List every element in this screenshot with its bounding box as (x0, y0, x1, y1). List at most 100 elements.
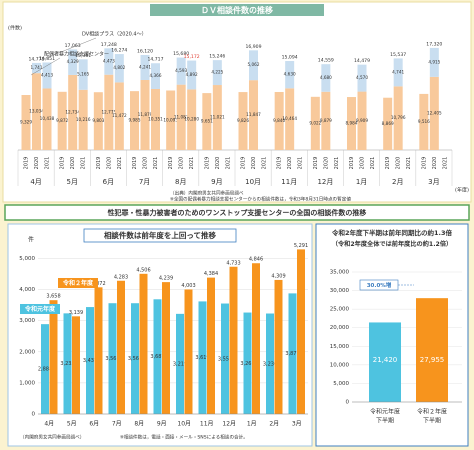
value-label: 3,561 (105, 356, 119, 362)
value-label: 3,139 (69, 310, 83, 316)
chart-title: 相談件数は前年度を上回って推移 (104, 230, 217, 240)
bar-segment (32, 73, 41, 150)
value-label: 10,093 (163, 117, 178, 122)
bar-segment (78, 89, 88, 150)
value-label: 9,329 (20, 120, 32, 125)
annotation-leader (40, 37, 97, 61)
x-tick-label: 10月 (177, 421, 191, 428)
bar-segment (321, 91, 331, 150)
value-label: 4,384 (204, 271, 218, 277)
bar-segment (393, 58, 403, 87)
note: （出典）内閣府男女共同参画局調べ (170, 190, 244, 197)
year-label: 2020 (179, 157, 185, 170)
legend-label: 令和元年度 (24, 305, 56, 313)
bar (221, 303, 229, 414)
total-label: 17,320 (426, 41, 442, 47)
bar-segment (347, 97, 356, 150)
bar-segment (393, 86, 403, 150)
bar (139, 273, 148, 414)
value-label: 12,775 (102, 109, 117, 114)
year-label: 2021 (406, 157, 412, 170)
x-axis-label: (年度) (455, 187, 469, 194)
value-label: 5,291 (294, 243, 308, 249)
bar (266, 313, 274, 414)
value-label: 10,438 (40, 116, 55, 121)
bar-segment (176, 84, 186, 150)
y-tick-label: 0 (32, 412, 36, 418)
value-label: 9,651 (201, 119, 213, 124)
total-label: 15,680 (173, 51, 189, 57)
value-label: 9,879 (320, 118, 332, 123)
note: ※全国の配偶者暴力相談支援センターからの相談件数は，令和3年8月31日時点の暫定… (170, 196, 351, 203)
year-label: 2020 (396, 157, 402, 170)
x-tick-label: 5月 (67, 178, 78, 186)
year-label: 2021 (442, 157, 448, 170)
total-label: 15,172 (184, 54, 200, 60)
total-label: 16,274 (111, 48, 127, 54)
y-tick-label: 30,000 (330, 288, 350, 294)
total-label: 15,537 (390, 52, 406, 58)
bar (108, 303, 117, 414)
bar (94, 287, 103, 414)
note: ※相談件数は，電話・面接・メール・SNSによる相談の合計。 (120, 434, 248, 441)
year-label: 2019 (204, 157, 210, 170)
value-label: 4,593 (175, 68, 187, 73)
bar-segment (419, 93, 429, 150)
value-label: 4,225 (211, 70, 223, 75)
year-label: 2020 (70, 157, 76, 170)
bar-segment (21, 95, 31, 150)
bar (416, 298, 448, 402)
bar-segment (187, 60, 197, 90)
bar-segment (114, 82, 124, 150)
total-label: 14,559 (318, 58, 334, 64)
value-label: 4,413 (41, 72, 53, 77)
bar-segment (249, 50, 258, 81)
x-tick-label: 11月 (281, 178, 297, 186)
y-tick-label: 25,000 (330, 307, 350, 313)
year-label: 2020 (215, 157, 221, 170)
value-label: 3,219 (173, 361, 187, 367)
total-label: 15,246 (209, 54, 225, 60)
y-tick-label: 15,000 (330, 344, 350, 350)
bar-segment (151, 63, 160, 89)
y-tick-label: 20,000 (330, 325, 350, 331)
year-label: 2020 (323, 157, 329, 170)
bar-segment (212, 60, 222, 86)
total-label: 16,120 (137, 48, 153, 54)
y-tick-label: 5,000 (19, 256, 35, 262)
value-label: 10,464 (282, 116, 297, 121)
value-label: 9,516 (418, 119, 430, 124)
value-label: 4,741 (392, 69, 404, 74)
bar-segment (274, 91, 284, 150)
x-tick-label: 6月 (89, 421, 99, 428)
value-label: 3,235 (60, 361, 74, 367)
value-label: 4,283 (114, 274, 128, 280)
x-tick-label: 2月 (269, 421, 279, 428)
bar-segment (429, 47, 439, 77)
bar-segment (140, 79, 150, 150)
bar-segment (32, 62, 41, 74)
bar (117, 280, 125, 414)
total-label: 14,851 (39, 56, 55, 62)
year-label: 2019 (168, 157, 174, 170)
year-label: 2019 (132, 157, 138, 170)
x-tick-label: 7月 (112, 421, 122, 428)
value-label: 4,892 (186, 72, 198, 77)
x-tick-label: 7月 (139, 178, 150, 186)
legend-swatch (58, 278, 98, 288)
bar-segment (114, 54, 124, 83)
section-heading: 性犯罪・性暴力被害者のためのワンストップ支援センターの全国の相談件数の推移 (108, 208, 367, 217)
bar (198, 301, 207, 414)
bar (86, 307, 94, 414)
x-tick-label: 3月 (292, 421, 302, 428)
bar-segment (357, 64, 367, 92)
value-label: 8,984 (346, 121, 358, 126)
bar-segment (321, 64, 331, 92)
value-label: 11,472 (112, 113, 127, 118)
value-label: 3,877 (285, 351, 299, 357)
bar-segment (130, 91, 139, 150)
value-label: 3,619 (195, 355, 209, 361)
x-tick-label: 4月 (44, 421, 54, 428)
x-tick-label: 6月 (103, 178, 114, 186)
bar-segment (310, 96, 320, 150)
